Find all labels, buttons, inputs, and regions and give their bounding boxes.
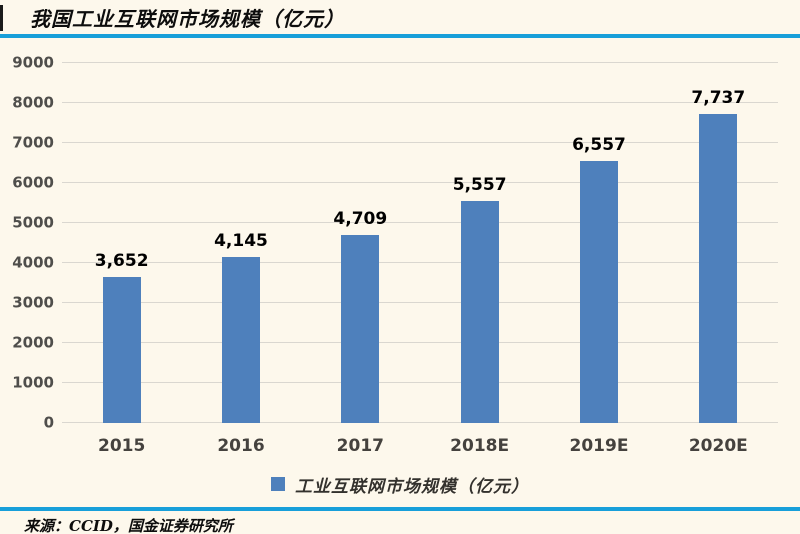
gridline	[62, 302, 778, 303]
x-axis: 2015 2016 2017 2018E 2019E 2020E	[62, 423, 778, 456]
y-tick-label: 4000	[12, 253, 54, 272]
title-row: 我国工业互联网市场规模（亿元）	[0, 0, 800, 34]
bar-slot: 7,737	[659, 63, 778, 423]
bar-slot: 6,557	[539, 63, 658, 423]
bar-value-label: 4,145	[214, 231, 268, 252]
gridlines	[62, 62, 778, 423]
bar-value-label: 6,557	[572, 134, 626, 155]
bar-value-label: 4,709	[333, 208, 388, 229]
y-tick-label: 6000	[12, 173, 54, 192]
bar-value-label: 7,737	[691, 87, 746, 108]
gridline	[62, 102, 778, 104]
chart-area: 0 1000 2000 3000 4000 5000 6000 7000 8000 9000 3,…	[0, 55, 800, 430]
gridline	[62, 62, 778, 63]
top-accent-rule	[0, 34, 800, 38]
bar	[699, 113, 738, 423]
x-tick-label: 2018E	[450, 436, 510, 456]
bottom-accent-rule	[0, 507, 800, 511]
plot-area: 3,652 4,145 4,709 5,557 6,557 7,737	[62, 62, 778, 423]
bar-value-label: 5,557	[452, 174, 507, 195]
gridline	[62, 422, 778, 423]
y-tick-label: 5000	[12, 213, 54, 232]
legend: 工业互联网市场规模（亿元）	[0, 472, 800, 497]
x-tick-label: 2016	[217, 436, 265, 456]
y-tick-label: 1000	[12, 373, 54, 392]
legend-swatch-icon	[271, 477, 285, 491]
y-tick-label: 2000	[12, 333, 54, 352]
x-tick-label: 2017	[336, 436, 384, 456]
footer: 来源：CCID，国金证券研究所	[0, 511, 800, 534]
gridline	[62, 262, 778, 264]
bar-slot: 5,557	[420, 63, 539, 423]
bars: 3,652 4,145 4,709 5,557 6,557 7,737	[62, 63, 778, 423]
y-tick-label: 0	[43, 413, 54, 432]
legend-label: 工业互联网市场规模（亿元）	[295, 476, 529, 497]
gridline	[62, 222, 778, 223]
bar	[102, 276, 141, 423]
chart-title: 我国工业互联网市场规模（亿元）	[30, 6, 345, 31]
gridline	[62, 182, 778, 183]
bar-slot: 3,652	[62, 63, 181, 423]
y-tick-label: 3000	[12, 293, 54, 312]
x-tick-label: 2015	[98, 436, 146, 456]
x-tick-label: 2019E	[569, 436, 629, 456]
gridline	[62, 342, 778, 344]
left-edge-artifact	[0, 5, 3, 31]
y-tick-label: 9000	[12, 53, 54, 72]
bar	[460, 200, 499, 423]
y-tick-label: 8000	[12, 93, 54, 112]
source-note: 来源：CCID，国金证券研究所	[24, 517, 233, 534]
bar-value-label: 3,652	[94, 250, 149, 271]
y-axis: 0 1000 2000 3000 4000 5000 6000 7000 8000 9000	[0, 55, 62, 430]
bar	[341, 234, 380, 423]
bar	[579, 160, 618, 423]
bar-slot: 4,709	[301, 63, 420, 423]
y-tick-label: 7000	[12, 133, 54, 152]
bar	[221, 257, 260, 423]
gridline	[62, 142, 778, 143]
bar-slot: 4,145	[181, 63, 300, 423]
x-tick-label: 2020E	[688, 436, 748, 456]
gridline	[62, 382, 778, 384]
